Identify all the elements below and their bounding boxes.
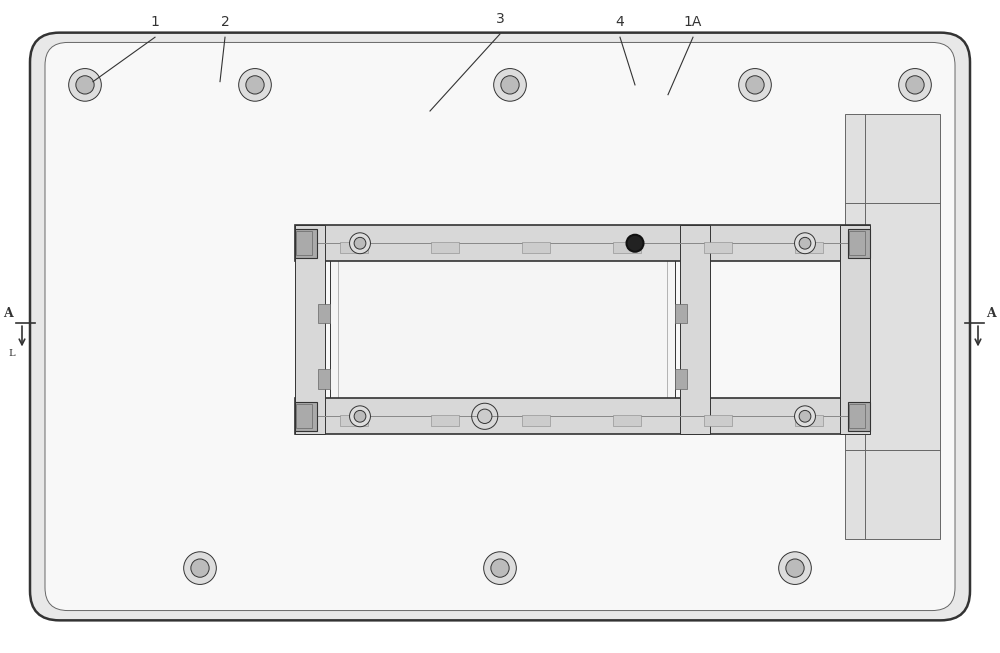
Circle shape: [76, 76, 94, 94]
FancyBboxPatch shape: [30, 33, 970, 620]
Bar: [680, 225, 710, 434]
Bar: [295, 225, 870, 261]
Bar: [431, 242, 459, 253]
Bar: [330, 235, 675, 421]
Circle shape: [627, 235, 643, 251]
Bar: [613, 242, 641, 253]
Bar: [704, 242, 732, 253]
Bar: [55, 49, 945, 604]
Bar: [296, 231, 312, 255]
Circle shape: [501, 76, 519, 94]
Text: 1: 1: [151, 16, 159, 29]
Circle shape: [739, 69, 771, 101]
Bar: [845, 114, 940, 539]
Circle shape: [795, 233, 815, 253]
Circle shape: [795, 406, 815, 427]
Text: 3: 3: [496, 12, 504, 26]
Bar: [613, 415, 641, 426]
Bar: [340, 415, 368, 426]
Bar: [318, 304, 330, 323]
Bar: [295, 398, 870, 434]
Text: 1A: 1A: [684, 16, 702, 29]
Circle shape: [354, 237, 366, 249]
Bar: [295, 225, 325, 434]
Circle shape: [350, 233, 370, 253]
Bar: [795, 415, 823, 426]
Bar: [848, 229, 870, 258]
Circle shape: [799, 237, 811, 249]
Bar: [795, 242, 823, 253]
Circle shape: [69, 69, 101, 101]
Circle shape: [239, 69, 271, 101]
Text: 2: 2: [221, 16, 229, 29]
Bar: [522, 415, 550, 426]
Circle shape: [906, 76, 924, 94]
Bar: [340, 242, 368, 253]
Circle shape: [478, 409, 492, 423]
Text: 4: 4: [616, 16, 624, 29]
Circle shape: [491, 559, 509, 577]
Bar: [522, 242, 550, 253]
Bar: [840, 225, 870, 434]
Bar: [675, 304, 687, 323]
Circle shape: [246, 76, 264, 94]
Circle shape: [184, 552, 216, 584]
Circle shape: [494, 69, 526, 101]
Bar: [318, 369, 330, 389]
Circle shape: [799, 410, 811, 422]
Bar: [704, 415, 732, 426]
Circle shape: [484, 552, 516, 584]
FancyBboxPatch shape: [45, 42, 955, 611]
Text: A: A: [986, 307, 996, 320]
Bar: [848, 402, 870, 431]
Bar: [296, 404, 312, 428]
Bar: [295, 402, 317, 431]
Text: L: L: [9, 349, 15, 358]
Bar: [295, 229, 317, 258]
Bar: [849, 404, 865, 428]
Circle shape: [899, 69, 931, 101]
Circle shape: [779, 552, 811, 584]
Bar: [849, 231, 865, 255]
Bar: [338, 240, 667, 416]
Bar: [431, 415, 459, 426]
Circle shape: [746, 76, 764, 94]
Bar: [675, 369, 687, 389]
Text: A: A: [3, 307, 13, 320]
Circle shape: [350, 406, 370, 427]
Circle shape: [191, 559, 209, 577]
Circle shape: [786, 559, 804, 577]
Circle shape: [354, 410, 366, 422]
